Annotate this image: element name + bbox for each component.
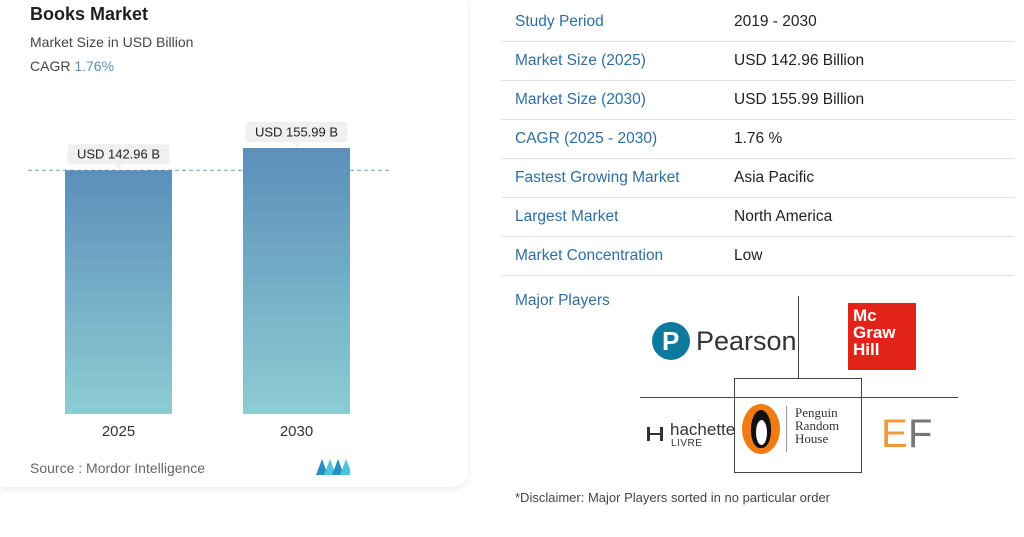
row-value: 1.76 % — [734, 130, 783, 147]
prh-line: Random — [795, 418, 840, 433]
mordor-intelligence-logo — [316, 459, 350, 475]
cagr-label: CAGR — [30, 58, 71, 74]
table-row: Study Period 2019 - 2030 — [501, 3, 1014, 42]
data-label-text: USD 142.96 B — [77, 147, 160, 162]
penguin-random-house-logo: Penguin Random House — [795, 406, 839, 445]
pearson-logo-mark: P — [662, 326, 680, 356]
mcgraw-hill-line: Mc — [853, 306, 877, 325]
mcgraw-hill-logo: Mc Graw Hill — [848, 303, 916, 370]
pearson-logo: Pearson — [696, 326, 797, 356]
data-label-pointer — [292, 142, 301, 147]
row-key: Fastest Growing Market — [515, 169, 680, 186]
prh-line: Penguin — [795, 405, 838, 420]
table-row: CAGR (2025 - 2030) 1.76 % — [501, 120, 1014, 159]
row-key: CAGR (2025 - 2030) — [515, 130, 658, 147]
data-label-pointer — [114, 164, 123, 170]
prh-line: House — [795, 431, 829, 446]
chart-title: Books Market — [30, 4, 149, 24]
penguin-belly-shape — [756, 420, 767, 445]
cagr-line: CAGR 1.76% — [30, 58, 114, 74]
row-value: USD 155.99 Billion — [734, 91, 865, 108]
row-key: Market Size (2025) — [515, 52, 646, 69]
source-text: Source : Mordor Intelligence — [30, 460, 206, 476]
row-key: Market Concentration — [515, 247, 664, 264]
cagr-value: 1.76% — [74, 58, 115, 74]
divider — [861, 378, 862, 472]
table-row: Market Size (2030) USD 155.99 Billion — [501, 81, 1014, 120]
chart-subtitle: Market Size in USD Billion — [30, 34, 194, 50]
table-row: Largest Market North America — [501, 198, 1014, 237]
market-summary-table: Study Period 2019 - 2030 Market Size (2025… — [501, 3, 1014, 276]
disclaimer-text: *Disclaimer: Major Players sorted in no … — [515, 490, 831, 505]
ef-logo-f: F — [908, 412, 933, 456]
table-row: Market Size (2025) USD 142.96 Billion — [501, 42, 1014, 81]
row-value: 2019 - 2030 — [734, 13, 817, 30]
row-value: USD 142.96 Billion — [734, 52, 865, 69]
mcgraw-hill-line: Hill — [853, 340, 880, 359]
row-value: Asia Pacific — [734, 169, 815, 186]
data-label-box — [67, 144, 170, 165]
row-key: Study Period — [515, 13, 604, 30]
divider — [798, 296, 799, 378]
data-label-2030: USD 155.99 B — [245, 122, 348, 147]
table-row: Fastest Growing Market Asia Pacific — [501, 159, 1014, 198]
row-key: Market Size (2030) — [515, 91, 646, 108]
hachette-icon — [647, 427, 663, 441]
divider — [640, 397, 958, 398]
row-key: Largest Market — [515, 208, 619, 225]
pearson-logo-icon — [652, 322, 690, 360]
bar-2030 — [243, 148, 350, 414]
bar-2025 — [65, 170, 172, 414]
data-label-box — [245, 122, 348, 142]
bar-chart: USD 142.96 B 2025 USD 155.99 B 2030 — [28, 122, 390, 440]
data-label-text: USD 155.99 B — [255, 125, 338, 140]
divider — [734, 378, 862, 379]
x-tick-label: 2030 — [280, 423, 313, 440]
row-value: North America — [734, 208, 833, 225]
mcgraw-hill-line: Graw — [853, 323, 896, 342]
divider — [734, 378, 735, 472]
row-value: Low — [734, 247, 763, 264]
table-row: Market Concentration Low — [501, 237, 1014, 276]
hachette-logo: hachette — [670, 420, 736, 439]
hachette-sublabel: LIVRE — [671, 438, 703, 449]
ef-logo-e: E — [881, 412, 908, 456]
x-tick-label: 2025 — [102, 423, 135, 440]
data-label-2025: USD 142.96 B — [67, 144, 170, 170]
divider — [786, 406, 787, 452]
divider — [734, 472, 862, 473]
major-players-label: Major Players — [515, 292, 610, 309]
